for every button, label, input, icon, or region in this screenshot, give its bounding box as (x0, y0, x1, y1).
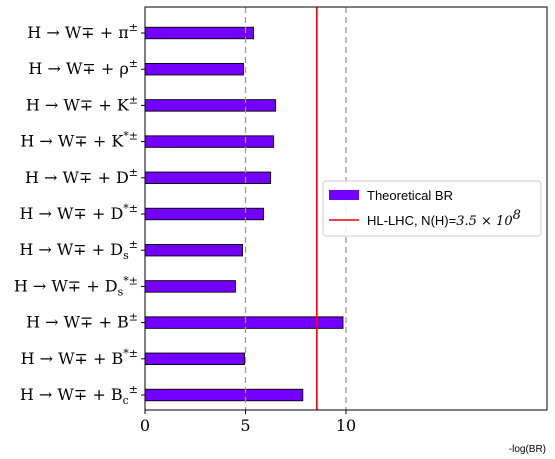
y-tick-label-5: H → W∓ + D*± (19, 202, 138, 223)
y-tick-label-7: H → W∓ + Ds*± (14, 274, 138, 298)
y-tick-label-3: H → W∓ + K*± (20, 130, 138, 151)
y-tick-label-6: H → W∓ + Ds± (19, 238, 138, 262)
legend-label-theoretical-br: Theoretical BR (367, 188, 453, 203)
bar-3 (144, 135, 275, 148)
y-tick-label-2: H → W∓ + K± (26, 93, 138, 114)
x-tick-label-1: 5 (240, 416, 250, 435)
bar-9 (144, 352, 245, 365)
x-axis-label: -log(BR) (509, 444, 546, 455)
legend-hl-lhc-math-exp: 8 (513, 208, 521, 223)
bar-0 (144, 26, 254, 40)
bar-10 (144, 388, 304, 402)
legend: Theoretical BR HL-LHC, N(H)=3.5 × 108 (322, 180, 542, 237)
y-axis: H → W∓ + π± H → W∓ + ρ± H → W∓ + K± H → W∓ … (14, 21, 145, 407)
bar-8 (144, 316, 344, 329)
legend-box (322, 180, 542, 237)
legend-swatch-theoretical-br (329, 190, 359, 200)
y-tick-label-9: H → W∓ + B*± (21, 347, 138, 368)
x-tick-label-0: 0 (140, 416, 150, 435)
y-tick-label-8: H → W∓ + B± (26, 311, 138, 332)
bar-6 (144, 243, 243, 257)
legend-hl-lhc-text: HL-LHC, N(H)= (367, 213, 456, 228)
bar-4 (144, 171, 272, 185)
x-tick-label-2: 10 (336, 416, 356, 435)
bars-group (144, 26, 344, 402)
y-tick-label-0: H → W∓ + π± (27, 21, 138, 42)
bar-1 (144, 63, 244, 76)
y-tick-label-1: H → W∓ + ρ± (28, 57, 138, 78)
y-tick-label-10: H → W∓ + Bc± (20, 383, 138, 407)
legend-hl-lhc-math-base: 3.5 × 10 (456, 214, 512, 229)
bar-2 (144, 99, 277, 112)
legend-label-hl-lhc: HL-LHC, N(H)=3.5 × 108 (367, 208, 521, 229)
x-axis: 0 5 10 (140, 410, 356, 435)
bar-7 (144, 280, 236, 293)
y-tick-label-4: H → W∓ + D± (25, 166, 138, 187)
